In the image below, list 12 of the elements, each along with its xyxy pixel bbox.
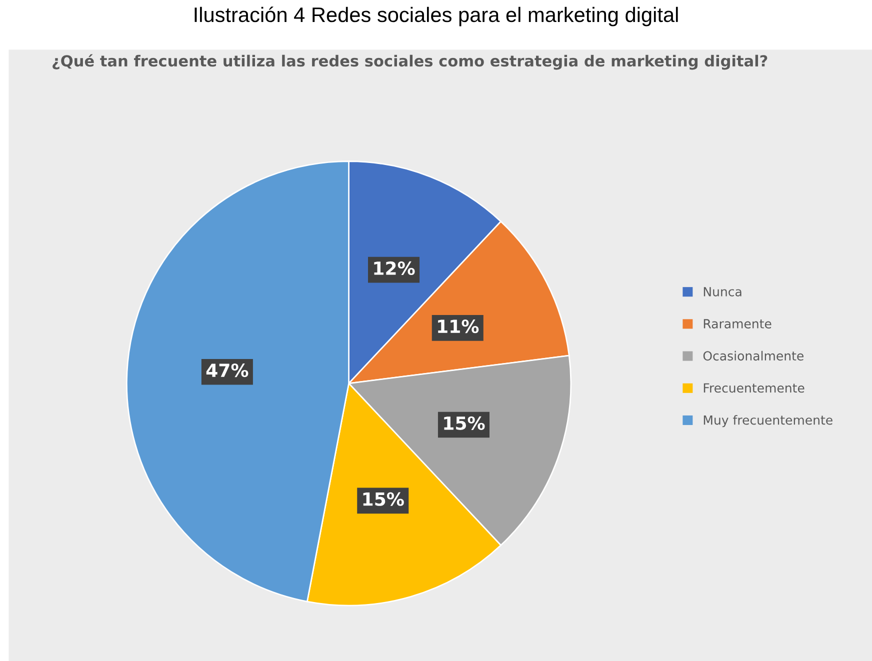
legend-label: Nunca xyxy=(704,287,742,296)
chart-title: Ilustración 4 Redes sociales para el marketing digital xyxy=(194,6,678,26)
legend-label: Ocasionalmente xyxy=(703,350,804,361)
data-label: 47% xyxy=(206,363,248,378)
data-label: 15% xyxy=(444,416,485,430)
data-label: 11% xyxy=(438,320,479,334)
chart-subtitle: ¿Qué tan frecuente utiliza las redes sociales como estrategia de marketing digital? xyxy=(52,54,768,70)
legend-label: Muy frecuentemente xyxy=(704,415,832,428)
data-label: 15% xyxy=(363,492,404,506)
data-label: 12% xyxy=(374,261,415,276)
legend-label: Raramente xyxy=(704,319,772,328)
legend-label: Frecuentemente xyxy=(704,383,804,393)
